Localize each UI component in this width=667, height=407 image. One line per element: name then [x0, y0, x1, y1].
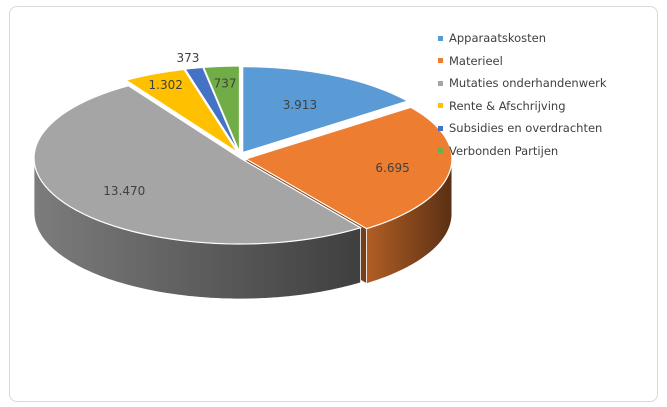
pie-slice-rente-afschrijving [124, 68, 239, 154]
legend-item: Materieel [438, 51, 607, 71]
pie-slice-subsidies-en-overdrachten [184, 66, 240, 153]
pie-slice-materieel [244, 106, 453, 230]
legend-label: Apparaatskosten [449, 31, 546, 45]
legend-swatch [438, 148, 443, 153]
legend-swatch [438, 58, 443, 63]
legend-swatch [438, 35, 443, 41]
legend-label: Mutaties onderhandenwerk [449, 76, 607, 90]
legend-item: Subsidies en overdrachten [438, 118, 607, 138]
legend-label: Subsidies en overdrachten [449, 121, 603, 135]
legend-label: Materieel [449, 53, 503, 68]
legend-item: Mutaties onderhandenwerk [438, 73, 607, 93]
pie-slice-apparaatskosten [242, 66, 410, 154]
data-label: 373 [176, 51, 199, 65]
legend-item: Verbonden Partijen [438, 141, 607, 161]
data-label: 737 [214, 77, 237, 91]
pie-slice-mutaties-onderhandenwerk [33, 85, 363, 245]
legend-label: Rente & Afschrijving [449, 98, 566, 113]
legend-item: Rente & Afschrijving [438, 96, 607, 116]
data-label: 6.695 [375, 161, 409, 175]
legend-swatch [438, 125, 443, 131]
data-label: 13.470 [103, 184, 145, 198]
pie-slice-verbonden-partijen [202, 65, 241, 153]
legend-label: Verbonden Partijen [449, 143, 559, 158]
legend-swatch [438, 80, 443, 86]
chart-legend: Apparaatskosten Materieel Mutaties onderha… [438, 28, 607, 163]
legend-item: Apparaatskosten [438, 28, 607, 48]
data-label: 1.302 [149, 78, 183, 92]
data-label: 3.913 [283, 98, 317, 112]
legend-swatch [438, 103, 443, 108]
